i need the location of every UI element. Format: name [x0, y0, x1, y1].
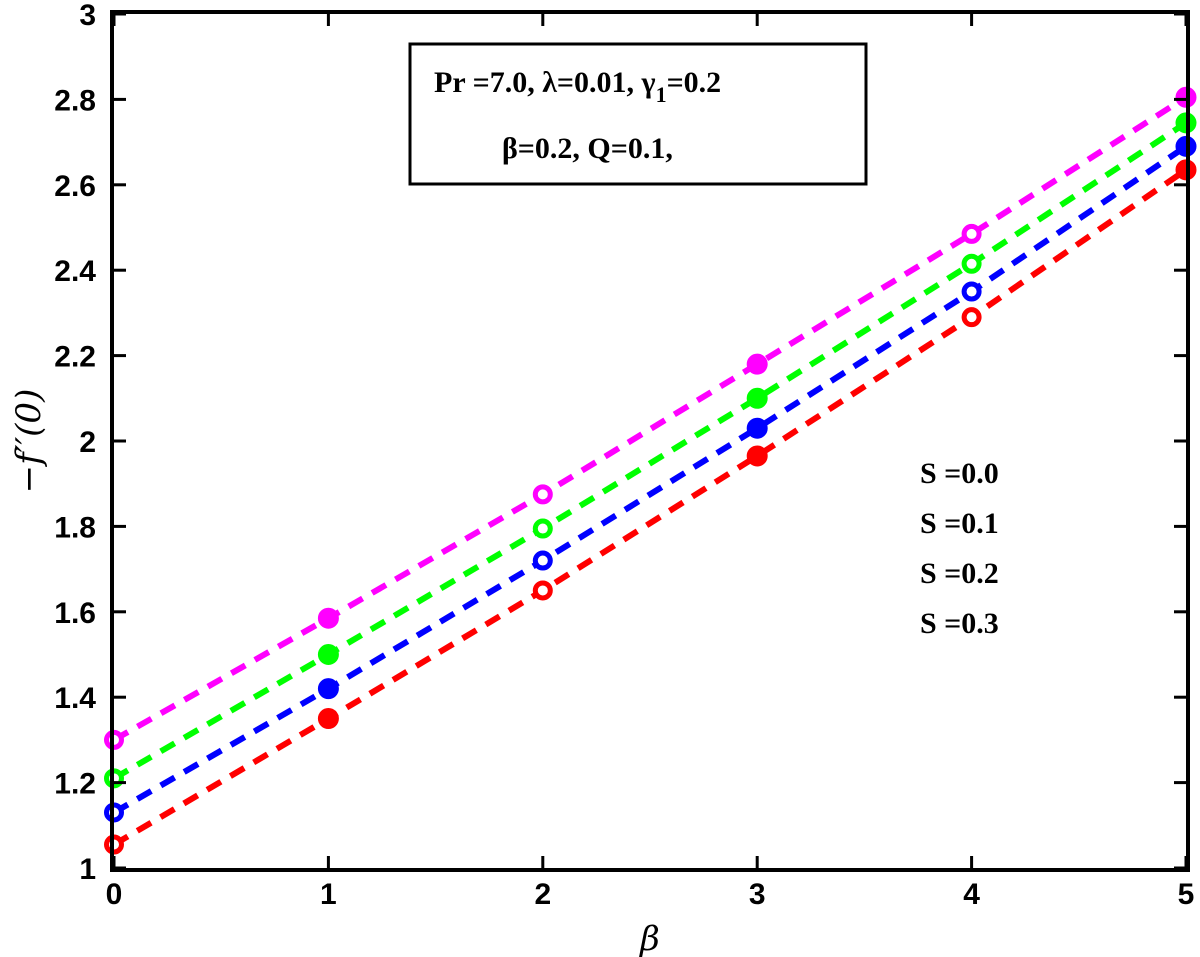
y-tick-label: 2 — [79, 426, 96, 459]
series-line-s-0-2 — [112, 143, 1188, 816]
x-tick-label: 1 — [320, 878, 337, 911]
annotation-box-frame — [408, 42, 868, 186]
data-point-s-0-0-x4 — [961, 223, 982, 244]
data-point-s-0-3-x4 — [961, 307, 982, 328]
x-tick-label: 4 — [963, 878, 980, 911]
annotation-line-1-part-a: Pr =7.0, λ=0.01, γ — [434, 66, 656, 99]
data-point-s-0-0-x1 — [317, 607, 339, 629]
data-point-s-0-3-x3 — [746, 445, 768, 467]
y-tick-label: 1.2 — [54, 768, 96, 801]
legend-entry-s-0-1: S =0.1 — [920, 507, 999, 540]
series-line-s-0-3 — [112, 167, 1188, 848]
y-tick-label: 2.4 — [54, 255, 96, 288]
data-point-s-0-0-x3 — [746, 353, 768, 375]
annotation-subscript: 1 — [656, 82, 667, 107]
y-axis-label: −f′′(0) — [9, 389, 49, 494]
y-tick-label: 2.2 — [54, 341, 96, 374]
data-point-s-0-1-x1 — [317, 644, 339, 665]
y-tick-label: 2.6 — [54, 170, 96, 203]
annotation-line-1: Pr =7.0, λ=0.01, γ1=0.2 — [434, 66, 721, 107]
x-tick-label: 2 — [534, 878, 551, 911]
data-point-s-0-1-x2 — [532, 518, 553, 539]
legend: S =0.0 S =0.1 S =0.2 S =0.3 — [920, 457, 999, 640]
data-point-s-0-0-x2 — [532, 484, 553, 505]
series-s-0-0 — [104, 86, 1197, 750]
y-tick-label: 1.4 — [54, 682, 96, 715]
data-point-s-0-3-x2 — [532, 580, 553, 601]
legend-entry-s-0-2: S =0.2 — [920, 557, 999, 590]
annotation-line-2: β=0.2, Q=0.1, — [502, 132, 673, 165]
x-tick-label: 3 — [749, 878, 766, 911]
y-tick-label: 2.8 — [54, 84, 96, 117]
x-tick-label: 5 — [1178, 878, 1195, 911]
data-point-s-0-2-x3 — [746, 417, 768, 439]
data-point-s-0-2-x4 — [961, 281, 982, 302]
data-point-s-0-1-x4 — [961, 253, 982, 274]
parameter-annotation-box: Pr =7.0, λ=0.01, γ1=0.2 β=0.2, Q=0.1, — [408, 42, 868, 186]
x-tick-label: 0 — [106, 878, 123, 911]
tick-layer: 0 1 2 3 4 511.21.41.61.822.22.42.62.83 — [54, 0, 1194, 911]
legend-entry-s-0-0: S =0.0 — [920, 457, 999, 490]
x-axis-label: β — [638, 919, 660, 957]
annotation-line-1-part-b: =0.2 — [667, 66, 722, 99]
y-tick-label: 1.6 — [54, 597, 96, 630]
y-tick-label: 1 — [79, 853, 96, 886]
plot-frame — [110, 10, 1190, 872]
data-point-s-0-2-x1 — [317, 678, 339, 700]
y-tick-label: 3 — [79, 0, 96, 32]
y-tick-label: 1.8 — [54, 511, 96, 544]
data-point-s-0-1-x3 — [746, 387, 768, 409]
series-line-s-0-0 — [112, 94, 1188, 743]
data-point-s-0-2-x2 — [532, 550, 553, 571]
series-line-s-0-1 — [112, 120, 1188, 781]
data-point-s-0-3-x1 — [317, 708, 339, 730]
legend-entry-s-0-3: S =0.3 — [920, 607, 999, 640]
